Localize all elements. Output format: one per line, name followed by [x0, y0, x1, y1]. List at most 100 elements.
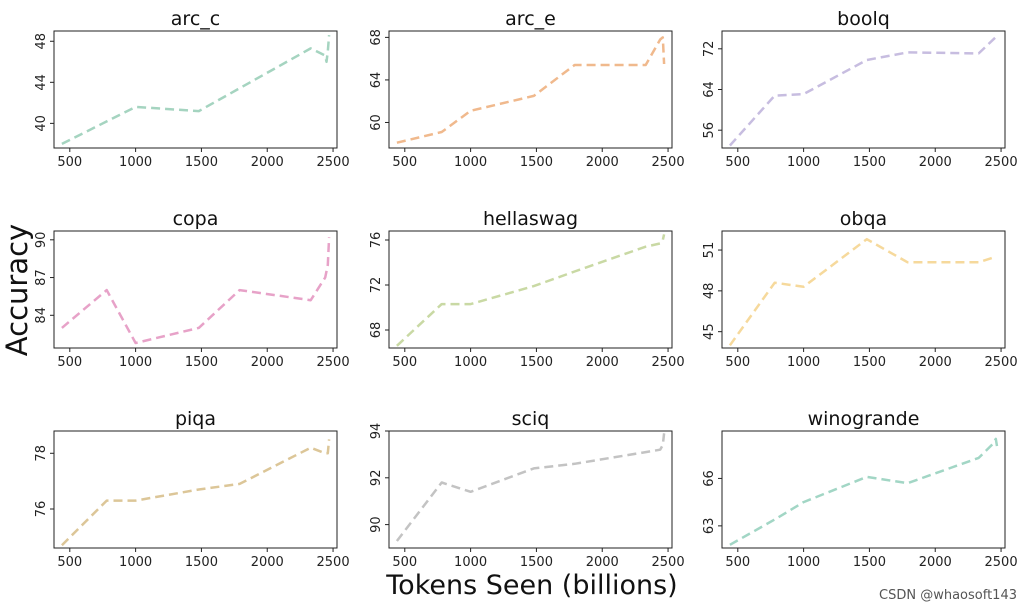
panel-title: boolq	[837, 8, 890, 30]
x-tick-label: 1000	[787, 555, 820, 570]
panel-title: arc_e	[505, 8, 556, 30]
series-line	[728, 36, 997, 147]
plot-area	[53, 430, 338, 549]
panel-title: piqa	[175, 408, 216, 430]
series-line	[396, 36, 666, 144]
panel-grid: arc_c 500 1000 1500 2000 2500 40 44 48 arc_e 500 10…	[34, 8, 1018, 570]
x-tick-label: 1500	[520, 355, 553, 370]
x-tick-label: 1500	[185, 555, 218, 570]
y-tick-label: 68	[369, 29, 384, 46]
panel-title: winogrande	[808, 408, 920, 430]
series-line	[729, 437, 999, 546]
y-tick-label: 66	[702, 470, 717, 487]
watermark: CSDN @whaosoft143	[879, 588, 1017, 603]
y-tick-label: 56	[702, 122, 717, 139]
x-tick-label: 500	[725, 155, 750, 170]
y-tick-label: 60	[369, 114, 384, 131]
y-tick-label: 76	[34, 501, 49, 518]
panel-title: sciq	[512, 408, 550, 430]
plot-area	[721, 430, 1006, 549]
x-tick-label: 1500	[520, 155, 553, 170]
y-tick-label: 90	[34, 232, 49, 249]
y-tick-label: 48	[34, 33, 49, 50]
panel-winogrande: winogrande 500 1000 1500 2000 2500 63 66	[702, 408, 1018, 570]
y-tick-label: 51	[702, 242, 717, 259]
y-tick-label: 44	[34, 74, 49, 91]
y-tick-label: 64	[702, 81, 717, 98]
x-tick-label: 1000	[454, 555, 487, 570]
x-tick-label: 1500	[185, 155, 218, 170]
plot-area	[53, 30, 338, 149]
y-tick-label: 72	[702, 41, 717, 58]
series-line	[728, 237, 997, 347]
x-tick-label: 2000	[919, 555, 952, 570]
x-tick-label: 500	[392, 155, 417, 170]
x-tick-label: 2000	[251, 355, 284, 370]
x-tick-label: 2500	[317, 355, 350, 370]
series-line	[61, 35, 331, 146]
x-tick-label: 1000	[119, 355, 152, 370]
plot-area	[388, 230, 673, 349]
y-tick-label: 72	[369, 277, 384, 294]
x-tick-label: 2000	[919, 155, 952, 170]
x-tick-label: 2000	[251, 155, 284, 170]
x-tick-label: 2500	[317, 555, 350, 570]
plot-area	[721, 30, 1006, 149]
x-tick-label: 2500	[317, 155, 350, 170]
y-tick-label: 78	[34, 445, 49, 462]
x-tick-label: 2000	[586, 355, 619, 370]
x-tick-label: 500	[57, 555, 82, 570]
x-tick-label: 1500	[520, 555, 553, 570]
plot-area	[388, 430, 673, 549]
x-tick-label: 1000	[454, 155, 487, 170]
y-tick-label: 90	[369, 516, 384, 533]
series-line	[395, 433, 666, 542]
panel-piqa: piqa 500 1000 1500 2000 2500 76 78	[34, 408, 350, 570]
x-tick-label: 2000	[586, 555, 619, 570]
y-tick-label: 45	[702, 323, 717, 340]
x-axis-label: Tokens Seen (billions)	[385, 570, 677, 601]
panel-boolq: boolq 500 1000 1500 2000 2500 56 64 72	[702, 8, 1018, 170]
x-tick-label: 2500	[652, 355, 685, 370]
x-tick-label: 2500	[985, 155, 1018, 170]
x-tick-label: 1500	[853, 555, 886, 570]
x-tick-label: 1000	[119, 555, 152, 570]
panel-arc_e: arc_e 500 1000 1500 2000 2500 60 64 68	[369, 8, 685, 170]
x-tick-label: 2000	[586, 155, 619, 170]
x-tick-label: 500	[57, 155, 82, 170]
series-line	[61, 439, 331, 547]
plot-area	[388, 30, 673, 149]
y-tick-label: 87	[34, 269, 49, 286]
x-tick-label: 2500	[985, 355, 1018, 370]
x-tick-label: 1500	[185, 355, 218, 370]
plot-area	[721, 230, 1006, 349]
x-tick-label: 500	[725, 555, 750, 570]
y-tick-label: 68	[369, 322, 384, 339]
x-tick-label: 500	[392, 355, 417, 370]
series-line	[61, 237, 331, 345]
y-axis-label: Accuracy	[0, 224, 34, 356]
panel-title: arc_c	[171, 8, 220, 30]
panel-arc_c: arc_c 500 1000 1500 2000 2500 40 44 48	[34, 8, 350, 170]
panel-title: hellaswag	[483, 208, 578, 230]
x-tick-label: 1000	[119, 155, 152, 170]
y-tick-label: 64	[369, 72, 384, 89]
panel-title: obqa	[840, 208, 887, 230]
panel-copa: copa 500 1000 1500 2000 2500 84 87 90	[34, 208, 350, 370]
y-tick-label: 40	[34, 115, 49, 132]
series-line	[396, 234, 666, 347]
panel-sciq: sciq 500 1000 1500 2000 2500 90 92 94	[369, 408, 685, 570]
x-tick-label: 2000	[251, 555, 284, 570]
x-tick-label: 500	[725, 355, 750, 370]
panel-obqa: obqa 500 1000 1500 2000 2500 45 48 51	[702, 208, 1018, 370]
panel-title: copa	[173, 208, 219, 230]
y-tick-label: 76	[369, 232, 384, 249]
x-tick-label: 2000	[919, 355, 952, 370]
y-tick-label: 92	[369, 470, 384, 487]
y-tick-label: 84	[34, 307, 49, 324]
x-tick-label: 1000	[787, 155, 820, 170]
x-tick-label: 2500	[652, 555, 685, 570]
x-tick-label: 2500	[652, 155, 685, 170]
x-tick-label: 2500	[985, 555, 1018, 570]
